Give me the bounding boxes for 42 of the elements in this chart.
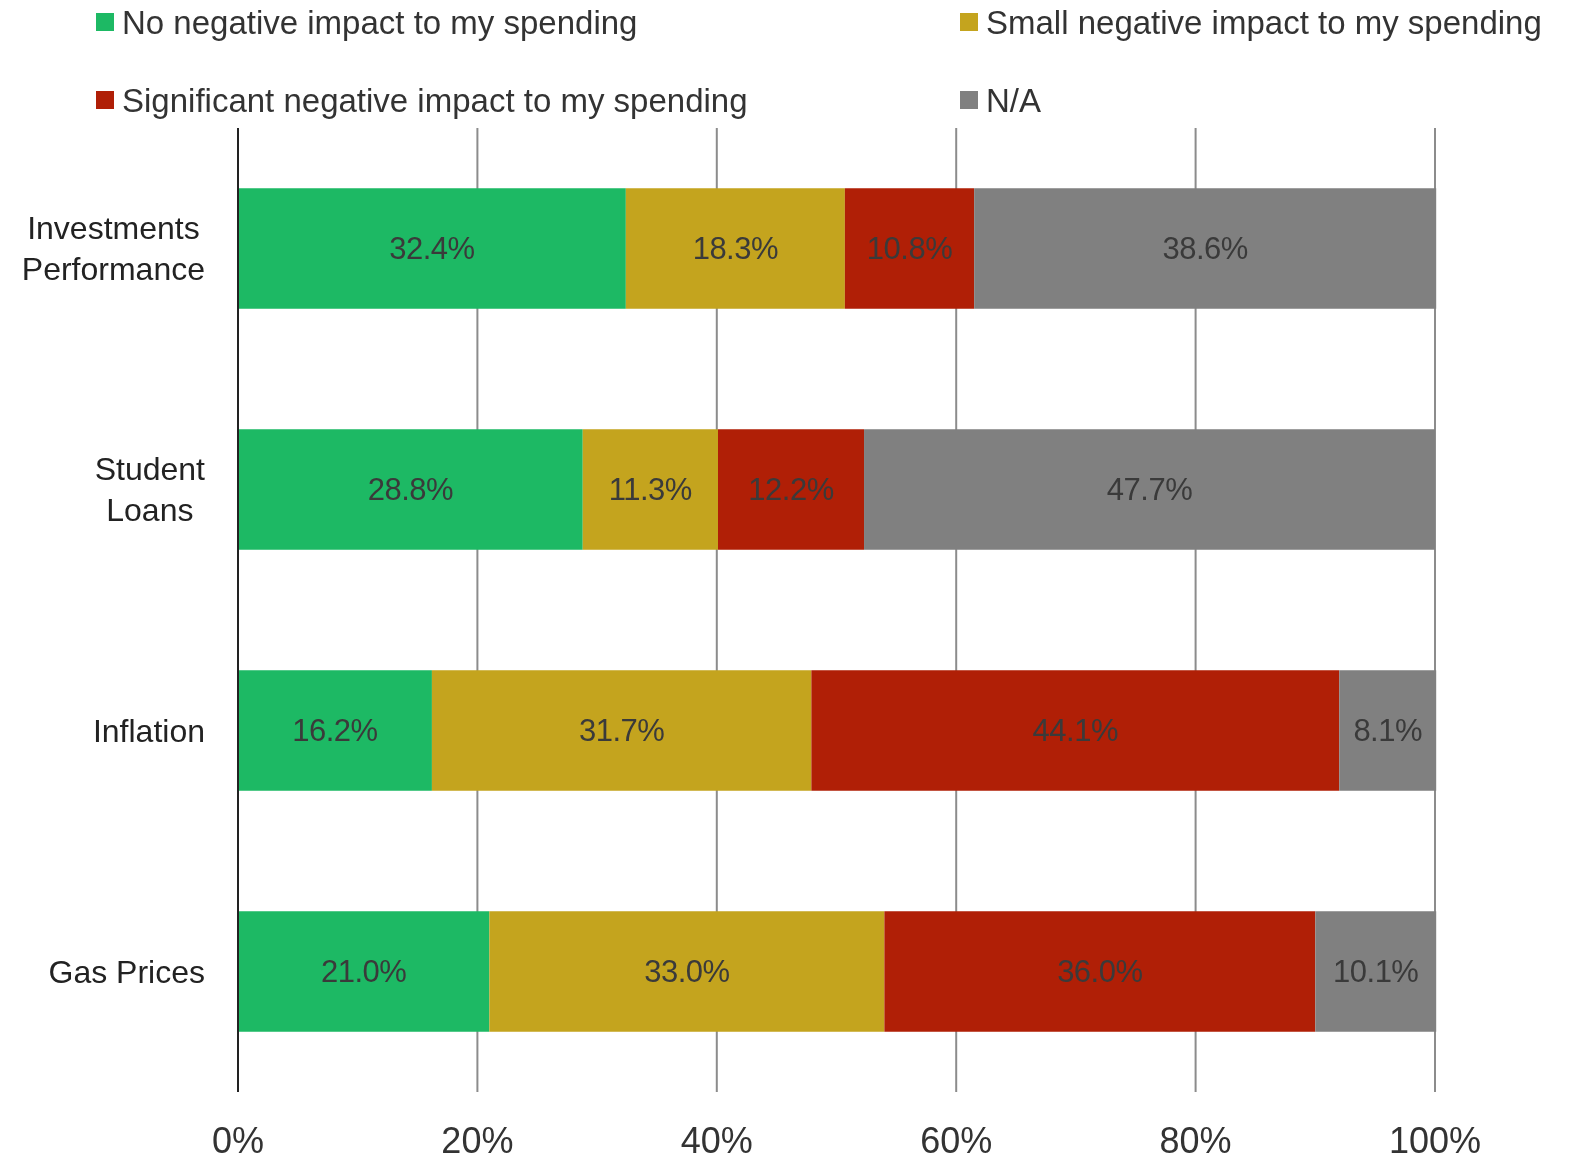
data-label: 10.1% <box>1333 954 1419 989</box>
bar <box>489 911 885 1032</box>
data-label: 16.2% <box>292 713 378 748</box>
bar <box>431 670 812 791</box>
data-label: 33.0% <box>644 954 730 989</box>
legend-label: Small negative impact to my spending <box>986 3 1542 41</box>
data-label: 21.0% <box>320 954 407 989</box>
data-label: 11.3% <box>608 472 692 507</box>
bar <box>238 188 626 309</box>
legend-label: Significant negative impact to my spending <box>122 81 748 119</box>
x-tick-label: 0% <box>211 1119 265 1160</box>
bar <box>238 429 583 550</box>
x-tick-label: 40% <box>680 1119 753 1160</box>
x-tick-label: 80% <box>1159 1119 1232 1160</box>
data-label: 18.3% <box>692 231 779 266</box>
bar <box>884 911 1316 1032</box>
bar <box>811 670 1340 791</box>
legend-label: N/A <box>986 81 1042 119</box>
bar <box>582 429 718 550</box>
bar <box>238 670 432 791</box>
data-label: 32.4% <box>389 231 475 266</box>
x-tick-label: 20% <box>441 1119 514 1160</box>
data-label: 8.1% <box>1353 713 1423 748</box>
legend-label: No negative impact to my spending <box>122 3 638 41</box>
data-label: 38.6% <box>1162 231 1248 266</box>
bar <box>844 188 975 309</box>
bar <box>625 188 845 309</box>
x-tick-label: 100% <box>1388 1119 1482 1160</box>
y-tick-label: Inflation <box>92 712 205 749</box>
bar <box>238 911 490 1032</box>
y-tick-label: Student Loans <box>94 451 206 528</box>
data-label: 36.0% <box>1057 954 1143 989</box>
data-label: 28.8% <box>367 472 454 507</box>
x-tick-label: 60% <box>920 1119 993 1160</box>
bar <box>718 429 865 550</box>
data-label: 10.8% <box>866 231 953 266</box>
y-tick-label: Gas Prices <box>48 953 205 990</box>
y-tick-label: Investments Performance <box>21 210 205 287</box>
data-label: 44.1% <box>1032 713 1118 748</box>
data-label: 47.7% <box>1106 472 1193 507</box>
data-label: 12.2% <box>748 472 834 507</box>
data-label: 31.7% <box>578 713 665 748</box>
